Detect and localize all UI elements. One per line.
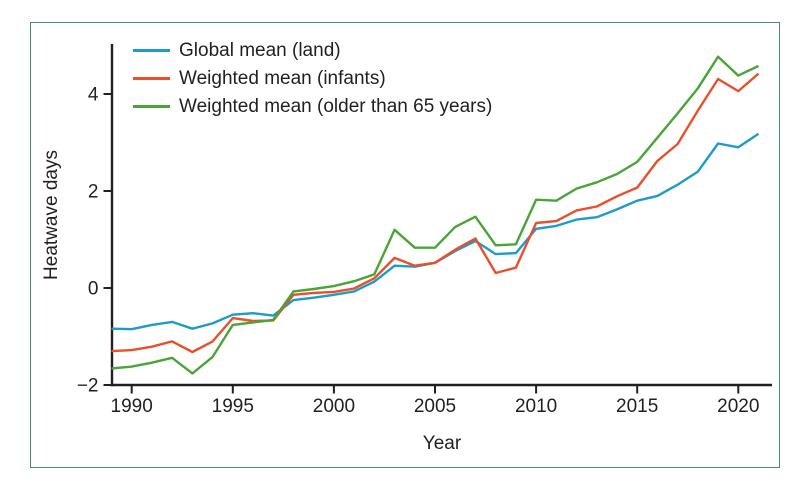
x-tick-label: 2020 xyxy=(717,396,759,417)
legend-item-weighted-mean-older-65: Weighted mean (older than 65 years) xyxy=(133,92,492,120)
figure-frame xyxy=(30,22,780,468)
series-line-weighted-mean-older-than-65-years xyxy=(111,55,760,375)
plot-area: −2 0 2 4 1990 1995 2000 2005 2010 2015 2020 xyxy=(77,44,772,417)
x-tick-label: 2005 xyxy=(414,396,456,417)
x-tick-label: 2010 xyxy=(515,396,557,417)
legend-swatch-weighted-mean-infants xyxy=(133,76,170,80)
y-tick-label: 2 xyxy=(88,182,99,203)
series-line-weighted-mean-infants xyxy=(111,72,760,354)
legend-swatch-weighted-mean-older-65 xyxy=(133,104,170,108)
y-tick-label: −2 xyxy=(77,376,99,397)
x-tick-label: 1995 xyxy=(212,396,254,417)
legend-label: Global mean (land) xyxy=(179,39,341,61)
series-line-global-mean-land xyxy=(111,132,760,331)
legend-swatch-global-mean-land xyxy=(133,48,170,52)
legend-item-global-mean-land: Global mean (land) xyxy=(133,36,492,64)
legend: Global mean (land) Weighted mean (infant… xyxy=(133,36,492,120)
y-tick-label: 4 xyxy=(88,85,99,106)
x-tick-label: 2000 xyxy=(313,396,355,417)
legend-item-weighted-mean-infants: Weighted mean (infants) xyxy=(133,64,492,92)
legend-label: Weighted mean (infants) xyxy=(179,67,386,89)
x-axis-title: Year xyxy=(423,433,462,454)
x-tick-label: 1990 xyxy=(111,396,153,417)
y-tick-label: 0 xyxy=(88,279,99,300)
x-tick-label: 2015 xyxy=(616,396,658,417)
legend-label: Weighted mean (older than 65 years) xyxy=(179,95,493,117)
y-axis-title: Heatwave days xyxy=(41,150,62,280)
